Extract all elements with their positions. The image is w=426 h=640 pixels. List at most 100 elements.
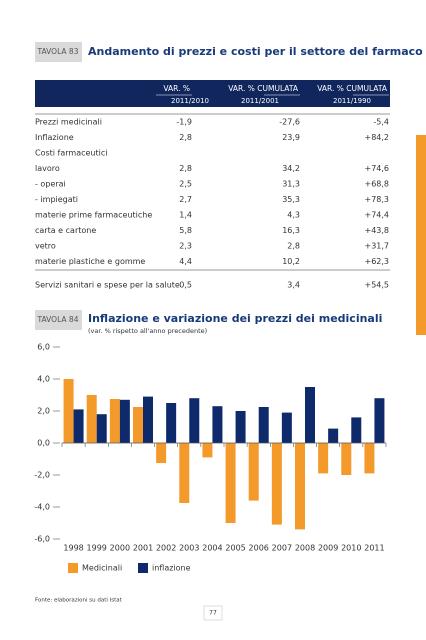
row-label: - impiegati xyxy=(35,195,78,204)
cell: +74,4 xyxy=(364,211,389,220)
cell: 2,5 xyxy=(179,180,192,189)
bar xyxy=(143,396,153,443)
cell: 10,2 xyxy=(282,257,300,266)
bar xyxy=(109,399,120,443)
row-label: Prezzi medicinali xyxy=(35,118,102,127)
y-tick-label: 2,0 xyxy=(37,407,50,416)
cell: 34,2 xyxy=(282,164,300,173)
cell: +68,8 xyxy=(364,180,389,189)
chart-title: Inflazione e variazione dei prezzi dei m… xyxy=(88,312,382,325)
x-tick-label: 2001 xyxy=(133,544,153,553)
y-tick-label: 4,0 xyxy=(37,375,50,384)
bar xyxy=(351,417,362,443)
cell: 2,3 xyxy=(179,242,192,251)
source: Fonte: elaborazioni su dati Istat xyxy=(35,598,123,604)
cell: 2,8 xyxy=(287,242,300,251)
y-tick-label: -4,0 xyxy=(34,503,50,512)
y-tick-label: 6,0 xyxy=(37,343,50,352)
chart-subtitle: (var. % rispetto all'anno precedente) xyxy=(88,327,207,335)
x-tick-label: 2007 xyxy=(272,544,292,553)
y-tick-label: -2,0 xyxy=(34,471,50,480)
bar xyxy=(225,443,236,523)
bar xyxy=(166,403,177,443)
row-label: lavoro xyxy=(35,164,60,173)
x-tick-label: 2010 xyxy=(341,544,361,553)
tag-box xyxy=(35,310,82,330)
table-title: Andamento di prezzi e costi per il setto… xyxy=(88,45,423,58)
x-tick-label: 2008 xyxy=(295,544,315,553)
x-tick-label: 2011 xyxy=(364,544,384,553)
bar xyxy=(281,412,292,443)
column-label: VAR. % CUMULATA xyxy=(228,84,299,93)
bar xyxy=(133,407,143,443)
x-tick-label: 2002 xyxy=(156,544,176,553)
cell: +54,5 xyxy=(364,281,389,290)
table-header xyxy=(35,80,390,107)
y-tick-label: 0,0 xyxy=(37,439,50,448)
bar xyxy=(119,399,130,443)
cell: 4,4 xyxy=(179,257,192,266)
x-tick-label: 2000 xyxy=(110,544,130,553)
cell: 2,8 xyxy=(179,133,192,142)
row-label: materie plastiche e gomme xyxy=(35,257,145,266)
column-period: 2011/2010 xyxy=(171,97,209,105)
table-tag: TAVOLA 83 xyxy=(37,47,79,56)
cell: 23,9 xyxy=(282,133,300,142)
column-label: VAR. % CUMULATA xyxy=(317,84,388,93)
bar xyxy=(96,414,107,443)
column-period: 2011/1990 xyxy=(333,97,371,105)
x-tick-label: 2006 xyxy=(249,544,269,553)
x-tick-label: 2003 xyxy=(179,544,199,553)
cell: 2,8 xyxy=(179,164,192,173)
bar xyxy=(271,443,282,525)
bar xyxy=(341,443,352,475)
cell: +78,3 xyxy=(364,195,389,204)
cell: +43,8 xyxy=(364,226,389,235)
cell: 1,4 xyxy=(179,211,192,220)
x-tick-label: 1999 xyxy=(87,544,107,553)
legend-label: inflazione xyxy=(152,564,191,573)
cell: 31,3 xyxy=(282,180,300,189)
bar xyxy=(86,395,97,443)
bar xyxy=(73,409,84,443)
tag-box xyxy=(35,42,82,62)
bar xyxy=(295,443,305,530)
bar xyxy=(364,443,375,474)
x-tick-label: 2004 xyxy=(202,544,222,553)
column-label: VAR. % xyxy=(163,84,190,93)
bar xyxy=(328,428,339,443)
cell: 3,4 xyxy=(287,281,300,290)
page-number: 77 xyxy=(209,610,217,617)
row-label: Inflazione xyxy=(35,133,74,142)
cell: +31,7 xyxy=(364,242,389,251)
cell: -1,9 xyxy=(176,118,192,127)
row-label: - operai xyxy=(35,180,66,189)
legend-swatch xyxy=(138,563,148,573)
cell: 35,3 xyxy=(282,195,300,204)
bar xyxy=(179,443,190,503)
column-period: 2011/2001 xyxy=(241,97,279,105)
chart-tag: TAVOLA 84 xyxy=(37,315,79,324)
page-box xyxy=(203,605,223,621)
bar xyxy=(318,443,329,474)
row-label: Servizi sanitari e spese per la salute xyxy=(35,281,180,290)
bar xyxy=(212,406,223,443)
x-tick-label: 2005 xyxy=(225,544,245,553)
row-label: materie prime farmaceutiche xyxy=(35,211,152,220)
y-tick-label: -6,0 xyxy=(34,535,50,544)
x-tick-label: 1998 xyxy=(63,544,83,553)
bar xyxy=(248,443,259,501)
bar xyxy=(305,387,315,443)
cell: 2,7 xyxy=(179,195,192,204)
legend-label: Medicinali xyxy=(82,564,122,573)
cell: +62,3 xyxy=(364,257,389,266)
row-label: carta e cartone xyxy=(35,226,96,235)
row-label: Costi farmaceutici xyxy=(35,149,107,158)
legend-swatch xyxy=(68,563,78,573)
cell: -27,6 xyxy=(279,118,300,127)
bar xyxy=(235,411,246,443)
cell: 4,3 xyxy=(287,211,300,220)
side-tab xyxy=(416,135,426,335)
bar xyxy=(258,407,269,443)
